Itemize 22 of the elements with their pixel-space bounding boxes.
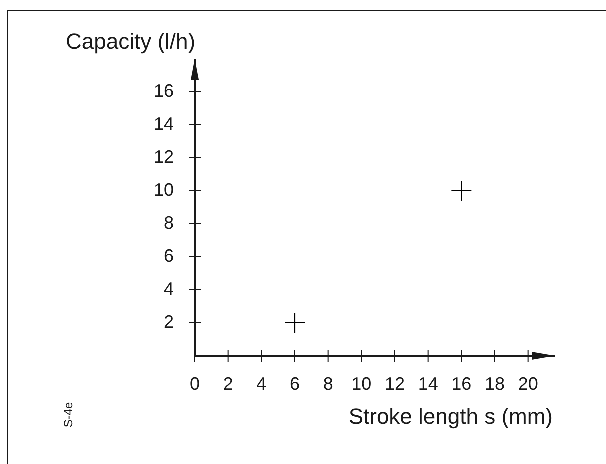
- x-tick-label: 14: [418, 374, 438, 394]
- y-tick-label: 10: [154, 180, 174, 200]
- x-tick-label: 4: [256, 374, 267, 394]
- y-tick-label: 8: [164, 212, 174, 233]
- text: S-4e: [62, 402, 76, 428]
- y-axis-title: Capacity (l/h): [66, 29, 196, 54]
- x-tick-label: 6: [290, 374, 300, 394]
- x-tick-label: 2: [223, 374, 234, 394]
- x-axis-title: Stroke length s (mm): [348, 404, 553, 429]
- y-tick-label: 6: [164, 246, 174, 266]
- x-tick-label: 20: [518, 374, 538, 394]
- x-tick-label: 12: [384, 374, 406, 394]
- y-tick-label: 14: [154, 114, 174, 134]
- x-tick-label: 8: [323, 374, 334, 394]
- y-tick-label: 2: [164, 312, 174, 332]
- y-tick-label: 16: [154, 80, 174, 101]
- x-tick-label: 16: [452, 374, 472, 394]
- y-tick-label: 4: [164, 278, 174, 299]
- x-tick-label: 0: [190, 374, 200, 394]
- x-tick-label: 10: [352, 374, 372, 394]
- x-tick-label: 18: [484, 374, 506, 394]
- y-tick-label: 12: [154, 146, 174, 167]
